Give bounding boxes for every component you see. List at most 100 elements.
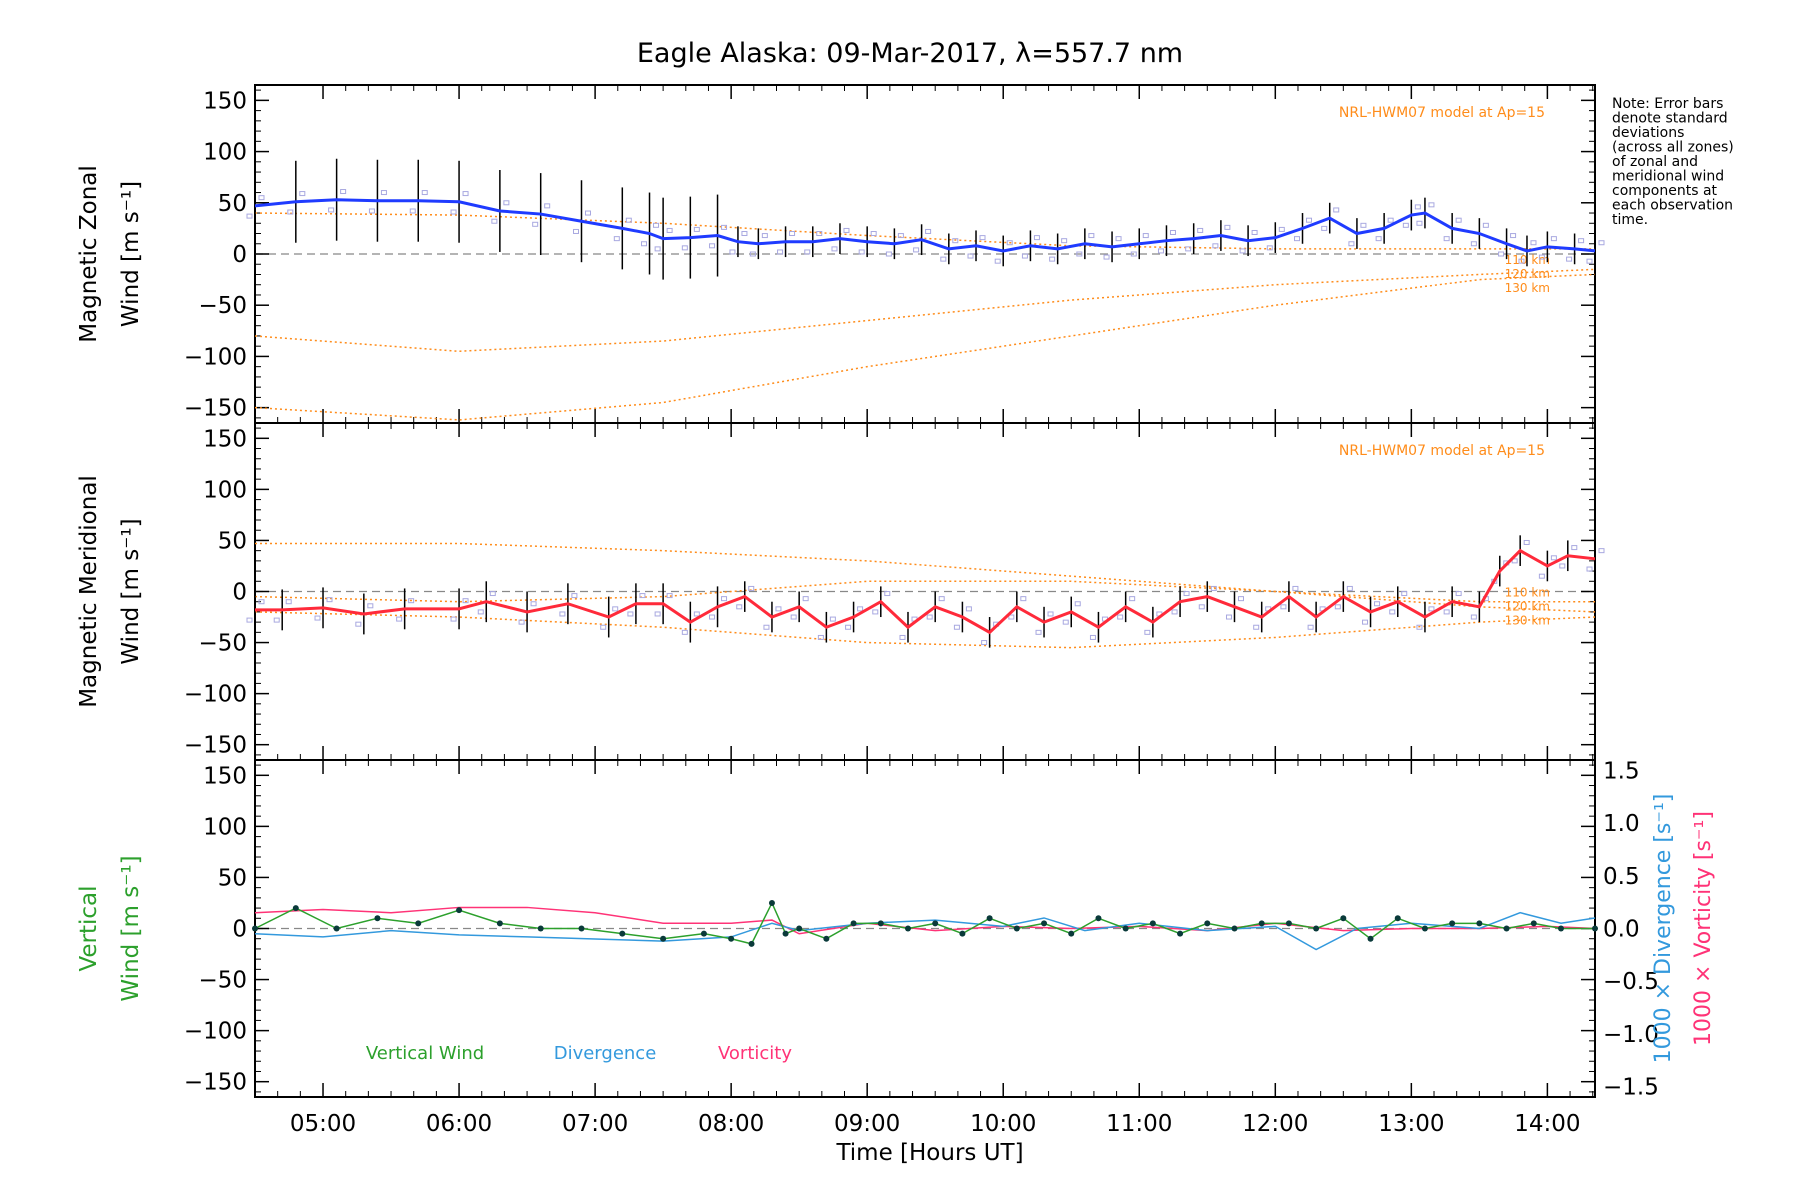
scatter-marker	[761, 233, 768, 239]
scatter-marker	[1571, 545, 1578, 551]
scatter-marker	[246, 617, 253, 623]
scatter-marker	[858, 249, 865, 255]
scatter-marker	[462, 598, 469, 604]
x-axis-label: Time [Hours UT]	[835, 1140, 1023, 1166]
y2-tick-label: 1.5	[1603, 759, 1640, 785]
vertical-wind-line	[254, 901, 1595, 945]
x-tick-label: 11:00	[1106, 1111, 1172, 1137]
y-axis-label-line1: Magnetic Zonal	[76, 165, 102, 343]
scatter-marker	[654, 611, 661, 617]
scatter-marker	[477, 609, 484, 615]
scatter-marker	[1197, 227, 1204, 233]
scatter-marker	[1251, 229, 1258, 235]
y2-tick-label: 0.0	[1603, 917, 1640, 943]
scatter-marker	[1348, 241, 1355, 247]
model-label: NRL-HWM07 model at Ap=15	[1339, 105, 1545, 121]
scatter-marker	[938, 596, 945, 602]
scatter-marker	[612, 606, 619, 612]
y-tick-label: 150	[203, 763, 247, 789]
scatter-marker	[1566, 256, 1573, 262]
y-tick-label: −50	[198, 293, 247, 319]
vertical-wind-point	[1149, 920, 1156, 927]
scatter-marker	[1511, 558, 1518, 564]
scatter-marker	[804, 249, 811, 255]
vertical-wind-point	[782, 930, 789, 937]
x-tick-label: 13:00	[1378, 1111, 1444, 1137]
y-tick-label: −150	[184, 733, 247, 759]
y-tick-label: 150	[203, 426, 247, 452]
vertical-wind-point	[252, 925, 258, 932]
scatter-marker	[1586, 566, 1593, 572]
scatter-marker	[1224, 224, 1231, 230]
vertical-wind-point	[850, 920, 857, 927]
note-line: Note: Error bars	[1612, 96, 1723, 112]
scatter-marker	[1455, 217, 1462, 223]
y-tick-label: 50	[218, 528, 247, 554]
scatter-marker	[965, 606, 972, 612]
altitude-label: 130 km	[1505, 281, 1550, 295]
scatter-marker	[666, 227, 673, 233]
scatter-marker	[721, 596, 728, 602]
scatter-marker	[246, 213, 253, 219]
scatter-marker	[287, 209, 294, 215]
vertical-wind-point	[1394, 915, 1401, 922]
x-tick-label: 12:00	[1242, 1111, 1308, 1137]
scatter-marker	[1333, 207, 1340, 213]
vertical-wind-point	[456, 907, 463, 914]
scatter-marker	[1346, 585, 1353, 591]
scatter-marker	[857, 606, 864, 612]
scatter-marker	[654, 246, 661, 252]
y-tick-label: 0	[232, 242, 247, 268]
scatter-marker	[1538, 573, 1545, 579]
y-tick-label: 150	[203, 88, 247, 114]
scatter-marker	[1374, 601, 1381, 607]
scatter-marker	[1237, 596, 1244, 602]
scatter-marker	[1482, 222, 1489, 228]
vertical-wind-point	[1367, 935, 1374, 942]
scatter-marker	[940, 256, 947, 262]
scatter-marker	[1021, 253, 1028, 259]
vertical-wind-point	[932, 920, 939, 927]
vertical-wind-point	[1095, 915, 1102, 922]
scatter-marker	[421, 190, 428, 196]
y-tick-label: −100	[184, 682, 247, 708]
scatter-marker	[1586, 258, 1593, 264]
scatter-marker	[817, 634, 824, 640]
vertical-wind-point	[1231, 925, 1238, 932]
scatter-marker	[748, 585, 755, 591]
scatter-marker	[981, 640, 988, 646]
scatter-marker	[380, 190, 387, 196]
scatter-marker	[1225, 614, 1232, 620]
vertical-wind-point	[619, 930, 626, 937]
scatter-marker	[1414, 204, 1421, 210]
scatter-marker	[763, 624, 770, 630]
scatter-marker	[1129, 596, 1136, 602]
scatter-marker	[709, 243, 716, 249]
vertical-wind-point	[959, 930, 966, 937]
note-line: components at	[1612, 183, 1718, 199]
scatter-marker	[1280, 604, 1287, 610]
vertical-wind-point	[1449, 920, 1456, 927]
scatter-marker	[1443, 236, 1450, 242]
scatter-marker	[1389, 609, 1396, 615]
vertical-wind-point	[1313, 925, 1320, 932]
scatter-marker	[1538, 254, 1545, 260]
vertical-wind-point	[986, 915, 993, 922]
scatter-marker	[1103, 254, 1110, 260]
y-tick-label: −50	[198, 968, 247, 994]
vertical-wind-point	[1592, 925, 1598, 932]
scatter-marker	[408, 598, 415, 604]
scatter-marker	[1239, 248, 1246, 254]
scatter-marker	[1292, 585, 1299, 591]
scatter-marker	[913, 247, 920, 253]
scatter-marker	[1387, 217, 1394, 223]
y-tick-label: −100	[184, 1019, 247, 1045]
y-axis-label-line1: Magnetic Meridional	[76, 475, 102, 708]
scatter-marker	[1089, 634, 1096, 640]
scatter-marker	[681, 629, 688, 635]
vertical-wind-point	[1557, 925, 1564, 932]
scatter-marker	[1334, 604, 1341, 610]
scatter-marker	[1578, 238, 1585, 244]
scatter-marker	[326, 597, 333, 603]
vertical-wind-point	[1340, 915, 1347, 922]
